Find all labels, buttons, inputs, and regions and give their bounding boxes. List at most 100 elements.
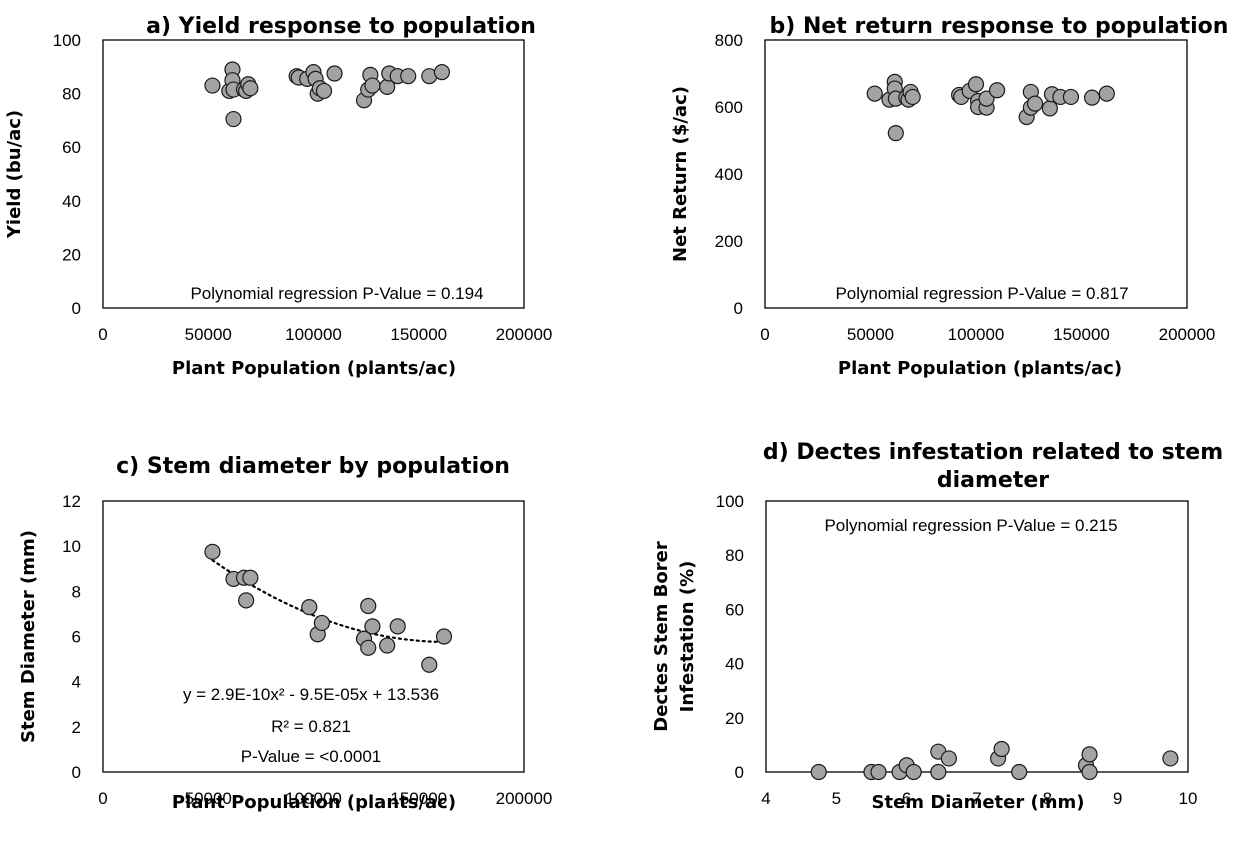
data-point xyxy=(364,77,381,94)
data-point xyxy=(1083,89,1101,106)
y-tick-label: 100 xyxy=(53,31,81,50)
y-tick-label: 60 xyxy=(725,600,744,619)
y-tick-label: 80 xyxy=(62,85,81,104)
y-tick-label: 40 xyxy=(62,192,81,211)
data-point xyxy=(435,628,453,645)
data-point xyxy=(940,750,957,767)
chart-title: b) Net return response to population xyxy=(770,14,1229,39)
x-tick-label: 200000 xyxy=(496,325,553,344)
data-point xyxy=(433,64,451,81)
data-point xyxy=(930,763,947,781)
data-point xyxy=(313,614,331,632)
data-point xyxy=(315,82,333,100)
x-tick-label: 5 xyxy=(832,789,841,808)
y-tick-label: 400 xyxy=(715,165,743,184)
data-point xyxy=(870,763,887,781)
x-tick-label: 10 xyxy=(1179,789,1198,808)
data-point xyxy=(238,592,255,609)
chart-c: c) Stem diameter by population 0 2 4 6 8 10 12 0… xyxy=(18,454,552,813)
y-tick-label: 60 xyxy=(62,138,81,157)
chart-b: b) Net return response to population 0 200… xyxy=(670,14,1228,379)
y-tick-label: 0 xyxy=(72,299,81,318)
plot-frame xyxy=(764,39,1188,309)
chart-d: d) Dectes infestation related to stem dia… xyxy=(651,440,1223,813)
y-tick-label: 12 xyxy=(62,492,81,511)
y-tick-label: 2 xyxy=(72,718,81,737)
x-tick-label: 100000 xyxy=(285,325,342,344)
plot-frame xyxy=(102,39,525,309)
chart-a: a) Yield response to population 0 20 40 60 80… xyxy=(4,14,552,379)
data-point xyxy=(1081,746,1098,763)
x-tick-label: 50000 xyxy=(185,325,232,344)
x-tick-label: 200000 xyxy=(496,789,553,808)
data-point xyxy=(988,82,1006,99)
y-axis-label: Dectes Stem Borer Infestation (%) xyxy=(651,541,698,732)
y-tick-label: 80 xyxy=(725,546,744,565)
chart-title: a) Yield response to population xyxy=(146,14,536,39)
x-tick-label: 100000 xyxy=(948,325,1005,344)
data-point xyxy=(1026,95,1044,112)
y-tick-label: 100 xyxy=(716,492,744,511)
y-axis-label: Stem Diameter (mm) xyxy=(18,530,39,743)
x-tick-label: 0 xyxy=(98,789,107,808)
y-tick-label: 200 xyxy=(715,232,743,251)
x-axis-label: Plant Population (plants/ac) xyxy=(172,792,456,813)
data-point xyxy=(204,543,221,560)
x-tick-label: 4 xyxy=(761,789,770,808)
data-point xyxy=(1098,85,1115,102)
data-point xyxy=(978,90,995,107)
annotation: R² = 0.821 xyxy=(271,717,351,736)
y-tick-label: 20 xyxy=(725,709,744,728)
x-tick-label: 0 xyxy=(98,325,107,344)
y-tick-label: 0 xyxy=(734,299,743,318)
x-tick-label: 200000 xyxy=(1159,325,1216,344)
x-tick-label: 9 xyxy=(1113,789,1122,808)
data-point xyxy=(360,597,377,615)
data-point xyxy=(301,599,318,616)
y-tick-label: 40 xyxy=(725,655,744,674)
annotation: Polynomial regression P-Value = 0.215 xyxy=(824,516,1117,535)
x-tick-label: 50000 xyxy=(847,325,894,344)
y-tick-label: 0 xyxy=(72,763,81,782)
data-point xyxy=(866,85,883,102)
y-tick-label: 20 xyxy=(62,245,81,264)
data-point xyxy=(204,77,221,94)
annotation: Polynomial regression P-Value = 0.817 xyxy=(835,284,1128,303)
plot-frame xyxy=(765,500,1189,773)
data-point xyxy=(364,618,381,635)
data-point xyxy=(400,68,417,85)
data-point xyxy=(389,618,406,635)
y-tick-label: 600 xyxy=(715,98,743,117)
data-point xyxy=(1041,100,1058,117)
data-point xyxy=(1081,763,1098,781)
annotation: y = 2.9E-10x² - 9.5E-05x + 13.536 xyxy=(183,685,439,704)
data-point xyxy=(379,637,396,654)
y-tick-label: 0 xyxy=(735,763,744,782)
data-point xyxy=(360,639,377,656)
data-point xyxy=(326,65,343,82)
data-point xyxy=(904,88,921,106)
x-axis-label: Plant Population (plants/ac) xyxy=(838,358,1122,379)
x-tick-label: 50000 xyxy=(185,789,232,808)
x-tick-label: 8 xyxy=(1043,789,1052,808)
x-tick-label: 6 xyxy=(902,789,911,808)
data-point xyxy=(242,80,259,97)
data-point xyxy=(1062,88,1080,106)
chart-title: d) Dectes infestation related to stem dia… xyxy=(763,440,1223,493)
data-point xyxy=(225,110,242,128)
y-tick-label: 8 xyxy=(72,582,81,601)
annotation: Polynomial regression P-Value = 0.194 xyxy=(190,284,483,303)
y-axis-label: Yield (bu/ac) xyxy=(4,110,25,239)
annotation: P-Value = <0.0001 xyxy=(241,747,382,766)
y-axis-label: Net Return ($/ac) xyxy=(670,86,691,262)
data-point xyxy=(905,763,922,781)
x-tick-label: 150000 xyxy=(390,325,447,344)
x-tick-label: 100000 xyxy=(285,789,342,808)
data-point xyxy=(993,740,1010,758)
x-tick-label: 7 xyxy=(972,789,981,808)
data-point xyxy=(810,763,827,781)
x-tick-label: 150000 xyxy=(1053,325,1110,344)
y-tick-label: 6 xyxy=(72,628,81,647)
x-axis-label: Plant Population (plants/ac) xyxy=(172,358,456,379)
